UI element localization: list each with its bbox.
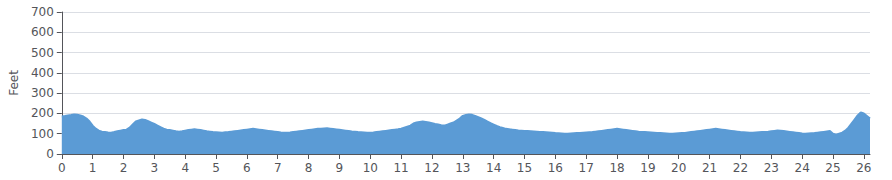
svg-text:700: 700 [31,5,54,19]
svg-text:2: 2 [120,161,128,175]
svg-text:Feet: Feet [7,70,21,96]
svg-text:20: 20 [671,161,686,175]
svg-text:10: 10 [363,161,378,175]
svg-text:12: 12 [424,161,439,175]
svg-text:24: 24 [794,161,809,175]
svg-text:22: 22 [733,161,748,175]
svg-text:18: 18 [609,161,624,175]
svg-text:100: 100 [31,127,54,141]
svg-text:9: 9 [336,161,344,175]
svg-text:14: 14 [486,161,501,175]
svg-text:500: 500 [31,46,54,60]
svg-text:19: 19 [640,161,655,175]
svg-text:17: 17 [579,161,594,175]
svg-text:0: 0 [46,147,54,161]
svg-text:23: 23 [764,161,779,175]
svg-text:6: 6 [243,161,251,175]
svg-text:4: 4 [181,161,189,175]
svg-text:400: 400 [31,66,54,80]
svg-text:1: 1 [89,161,97,175]
svg-text:13: 13 [455,161,470,175]
svg-text:0: 0 [58,161,66,175]
svg-text:11: 11 [393,161,408,175]
svg-text:26: 26 [856,161,871,175]
svg-text:200: 200 [31,106,54,120]
svg-text:25: 25 [825,161,840,175]
svg-text:16: 16 [548,161,563,175]
svg-text:15: 15 [517,161,532,175]
svg-text:8: 8 [305,161,313,175]
svg-text:7: 7 [274,161,282,175]
svg-text:3: 3 [151,161,159,175]
svg-text:600: 600 [31,25,54,39]
svg-text:300: 300 [31,86,54,100]
svg-text:5: 5 [212,161,220,175]
svg-text:21: 21 [702,161,717,175]
